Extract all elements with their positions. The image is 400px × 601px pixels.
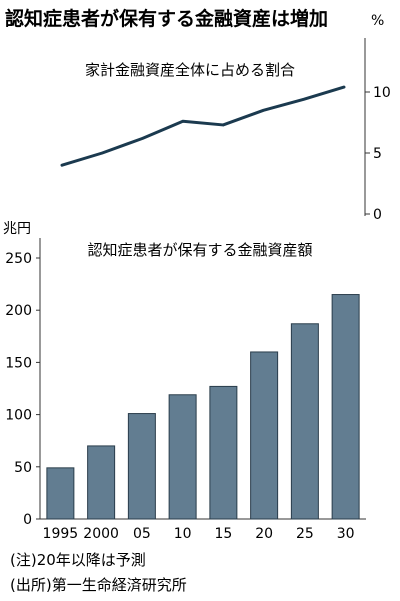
x-tick-label: 25 [296, 526, 314, 542]
line-point [101, 151, 104, 155]
line-point [262, 109, 265, 112]
line-y-tick-label: 10 [373, 85, 391, 101]
line-y-tick-label: 0 [373, 207, 382, 223]
x-tick-label: 05 [133, 526, 151, 542]
asset-bar [331, 294, 360, 520]
bar-y-tick-label: 250 [5, 251, 32, 267]
x-tick-label: 15 [214, 526, 232, 542]
x-tick-label: 10 [174, 526, 192, 542]
bar-y-tick-label: 50 [14, 460, 32, 476]
line-point [60, 164, 64, 167]
note-text: (注)20年以降は予測 [10, 551, 146, 569]
x-tick-label: 30 [337, 526, 355, 542]
share-line [60, 85, 346, 167]
asset-bar [127, 413, 156, 520]
line-point [141, 137, 144, 140]
line-unit-label: % [371, 13, 384, 29]
asset-bar [290, 323, 319, 520]
bar-unit-label: 兆円 [3, 221, 31, 237]
asset-bar [87, 445, 116, 520]
line-point [302, 98, 305, 101]
x-tick-label: 20 [255, 526, 273, 542]
asset-bar [250, 351, 279, 520]
line-point [181, 120, 185, 123]
line-panel: 家計金融資産全体に占める割合 % 0 5 10 [60, 13, 391, 223]
source-text: (出所)第一生命経済研究所 [10, 576, 187, 594]
x-tick-label: 1995 [43, 526, 79, 542]
asset-bar [46, 467, 75, 520]
bar-y-tick-label: 100 [5, 408, 32, 424]
chart-title: 認知症患者が保有する金融資産は増加 [5, 7, 328, 30]
line-chart-title: 家計金融資産全体に占める割合 [85, 61, 295, 79]
x-tick-label: 2000 [83, 526, 119, 542]
line-point [221, 123, 225, 127]
bar-y-tick-label: 200 [5, 303, 32, 319]
asset-bar [168, 394, 197, 520]
bar-y-tick-label: 0 [23, 512, 32, 528]
line-y-tick-label: 5 [373, 146, 382, 162]
asset-bar [209, 385, 238, 520]
line-point [342, 85, 346, 89]
bar-chart-title: 認知症患者が保有する金融資産額 [87, 241, 312, 259]
bar-y-tick-label: 150 [5, 355, 32, 371]
